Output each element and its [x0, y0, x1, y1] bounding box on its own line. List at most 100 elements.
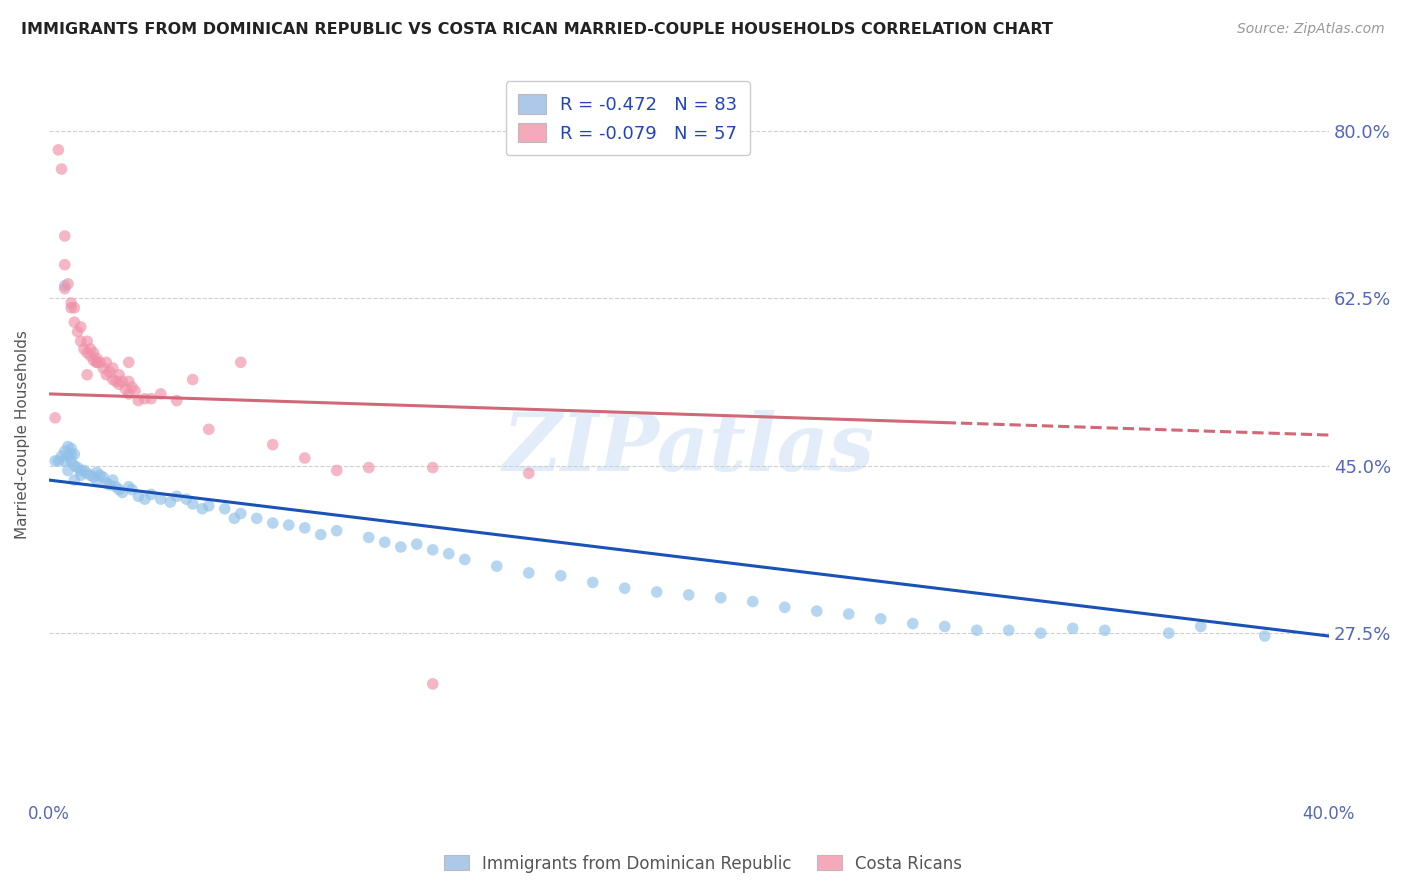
Point [108, 483, 131, 497]
Point [141, 487, 163, 501]
Point [73, 342, 96, 356]
Point [121, 380, 143, 394]
Point [613, 581, 636, 595]
Point [389, 540, 412, 554]
Point [422, 677, 444, 691]
Point [645, 585, 668, 599]
Point [86, 473, 108, 487]
Point [141, 392, 163, 406]
Point [149, 492, 172, 507]
Point [53, 229, 76, 244]
Point [710, 591, 733, 605]
Point [83, 353, 105, 368]
Point [181, 497, 204, 511]
Point [104, 375, 127, 389]
Point [63, 301, 86, 315]
Point [96, 368, 118, 382]
Point [773, 600, 796, 615]
Point [166, 489, 188, 503]
Point [405, 537, 427, 551]
Point [127, 393, 149, 408]
Point [127, 489, 149, 503]
Point [118, 355, 141, 369]
Point [374, 535, 396, 549]
Point [309, 527, 332, 541]
Point [89, 468, 111, 483]
Legend: R = -0.472   N = 83, R = -0.079   N = 57: R = -0.472 N = 83, R = -0.079 N = 57 [506, 81, 749, 155]
Point [79, 342, 101, 356]
Point [262, 437, 284, 451]
Point [1189, 619, 1212, 633]
Point [60, 447, 83, 461]
Point [229, 507, 252, 521]
Point [229, 355, 252, 369]
Point [98, 478, 121, 492]
Point [44, 410, 66, 425]
Point [73, 463, 96, 477]
Point [124, 384, 146, 398]
Point [134, 492, 156, 507]
Point [76, 467, 98, 481]
Point [79, 349, 101, 363]
Point [53, 454, 76, 468]
Point [121, 483, 143, 497]
Point [582, 575, 605, 590]
Point [60, 301, 83, 315]
Point [56, 440, 79, 454]
Point [69, 334, 91, 349]
Point [1029, 626, 1052, 640]
Point [149, 387, 172, 401]
Point [101, 372, 124, 386]
Point [98, 365, 121, 379]
Point [181, 372, 204, 386]
Point [437, 547, 460, 561]
Y-axis label: Married-couple Households: Married-couple Households [15, 330, 30, 539]
Point [101, 473, 124, 487]
Point [550, 568, 572, 582]
Point [806, 604, 828, 618]
Point [224, 511, 246, 525]
Point [76, 345, 98, 359]
Point [91, 470, 114, 484]
Point [86, 466, 108, 480]
Point [191, 501, 214, 516]
Point [66, 460, 89, 475]
Point [422, 542, 444, 557]
Point [48, 454, 70, 468]
Point [53, 278, 76, 293]
Point [51, 161, 73, 176]
Point [56, 463, 79, 477]
Point [214, 501, 236, 516]
Legend: Immigrants from Dominican Republic, Costa Ricans: Immigrants from Dominican Republic, Cost… [437, 848, 969, 880]
Point [134, 392, 156, 406]
Point [111, 375, 134, 389]
Point [86, 351, 108, 366]
Point [517, 467, 540, 481]
Point [83, 470, 105, 484]
Point [114, 382, 136, 396]
Point [485, 559, 508, 574]
Point [517, 566, 540, 580]
Point [294, 521, 316, 535]
Point [262, 516, 284, 530]
Point [1062, 621, 1084, 635]
Point [79, 468, 101, 483]
Point [108, 377, 131, 392]
Point [53, 444, 76, 458]
Point [166, 393, 188, 408]
Point [69, 468, 91, 483]
Point [118, 480, 141, 494]
Point [997, 624, 1019, 638]
Point [86, 355, 108, 369]
Point [63, 458, 86, 473]
Point [96, 475, 118, 490]
Point [101, 361, 124, 376]
Point [96, 355, 118, 369]
Point [159, 495, 181, 509]
Point [76, 334, 98, 349]
Point [66, 325, 89, 339]
Point [53, 258, 76, 272]
Point [357, 531, 380, 545]
Point [246, 511, 269, 525]
Point [56, 449, 79, 463]
